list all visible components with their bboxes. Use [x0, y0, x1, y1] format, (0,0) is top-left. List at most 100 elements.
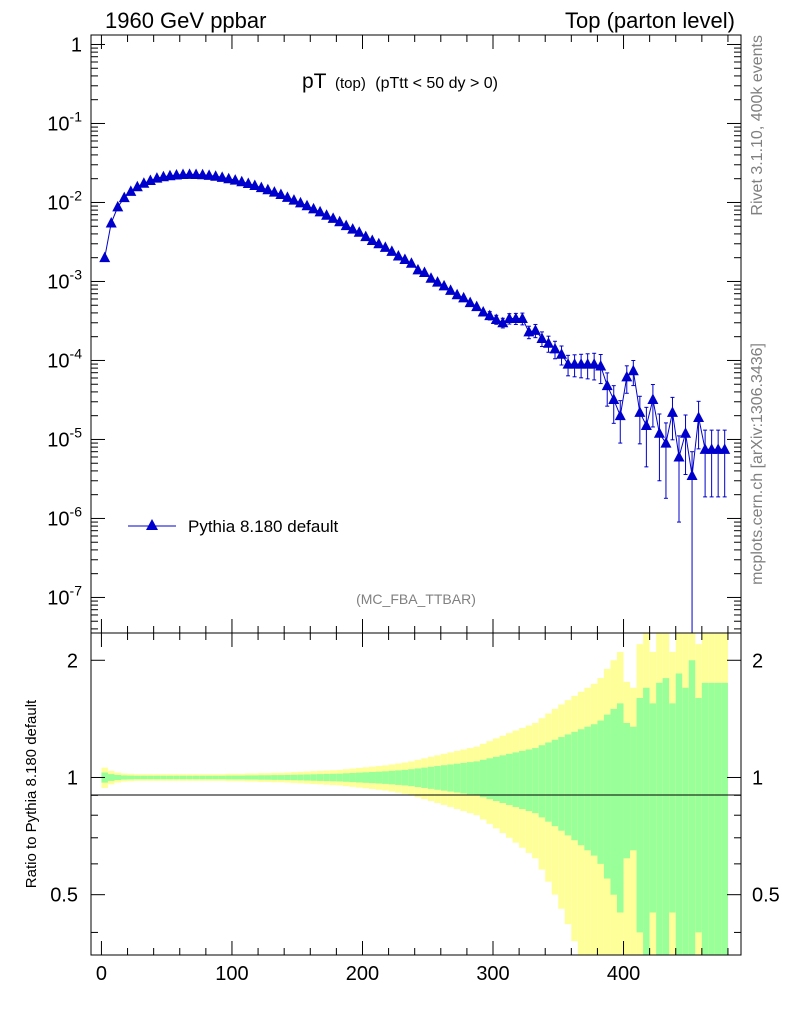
legend-marker — [146, 519, 158, 530]
ratio-tick-label-right: 1 — [752, 767, 763, 789]
data-point — [621, 370, 633, 382]
ratio-band-inner — [290, 774, 298, 781]
ratio-band-inner — [245, 775, 252, 780]
data-point — [379, 241, 391, 252]
y-tick-label: 10-7 — [47, 582, 82, 609]
ratio-band-inner — [603, 714, 611, 879]
ratio-band-inner — [303, 774, 311, 781]
ratio-band-inner — [355, 772, 363, 783]
side-rivet: Rivet 3.1.10, 400k events — [749, 35, 766, 216]
ratio-band-inner — [714, 682, 722, 955]
data-point — [294, 196, 306, 208]
ratio-band-inner — [212, 775, 219, 780]
data-point — [680, 427, 692, 438]
data-point — [334, 215, 346, 227]
title-main: pT — [302, 70, 327, 93]
ratio-band-inner — [160, 775, 167, 780]
ratio-band-inner — [571, 731, 578, 841]
ratio-band-inner — [636, 698, 644, 933]
ratio-band-inner — [558, 737, 565, 831]
data-point — [477, 306, 489, 317]
data-point — [451, 288, 463, 300]
data-point — [125, 185, 137, 196]
data-point — [118, 191, 130, 203]
data-point — [529, 324, 541, 335]
data-point — [497, 316, 509, 328]
main-frame — [90, 34, 742, 634]
ratio-band-inner — [140, 775, 148, 780]
ratio-band-inner — [179, 775, 187, 780]
ratio-band-inner — [688, 660, 696, 955]
ratio-band-inner — [551, 739, 559, 827]
data-point — [353, 226, 365, 237]
ratio-band-inner — [721, 682, 728, 955]
data-point — [327, 212, 339, 223]
ratio-band-inner — [369, 771, 376, 784]
ratio-frame — [90, 632, 742, 956]
data-point — [438, 279, 450, 291]
ratio-band-inner — [349, 772, 356, 783]
ratio-band-inner — [532, 748, 539, 814]
ratio-band-inner — [447, 764, 454, 792]
ratio-band-inner — [656, 682, 663, 955]
ratio-band-inner — [277, 775, 285, 780]
data-point — [223, 172, 235, 184]
data-point — [386, 245, 398, 256]
data-point — [255, 181, 267, 193]
ratio-band-inner — [114, 774, 122, 781]
data-point — [210, 170, 222, 181]
ratio-band-inner — [342, 773, 350, 782]
data-point — [229, 174, 241, 185]
data-point — [249, 179, 261, 190]
analysis-label: (MC_FBA_TTBAR) — [356, 591, 476, 607]
ratio-band-inner — [251, 775, 259, 780]
y-tick-label: 10-4 — [47, 345, 82, 372]
ratio-band-inner — [473, 761, 480, 796]
ratio-band-inner — [388, 770, 396, 785]
ratio-band-inner — [134, 775, 141, 780]
data-point — [131, 180, 143, 192]
data-point — [99, 251, 111, 263]
ratio-band-inner — [538, 745, 546, 818]
data-point — [138, 177, 150, 188]
y-tick-label: 10-3 — [47, 266, 82, 293]
data-point — [556, 348, 568, 359]
ratio-band-inner — [577, 729, 585, 846]
header-left: 1960 GeV ppbar — [105, 8, 266, 33]
data-point — [314, 205, 326, 217]
data-point — [242, 177, 254, 188]
data-point — [588, 358, 600, 369]
ratio-band-inner — [675, 673, 683, 955]
ratio-band-inner — [173, 775, 180, 780]
data-point — [484, 309, 496, 321]
data-point — [268, 186, 280, 197]
ratio-band-inner — [401, 769, 409, 786]
ratio-band-inner — [375, 771, 383, 784]
ratio-band-inner — [453, 763, 461, 793]
ratio-band-inner — [323, 773, 330, 782]
data-point — [405, 257, 417, 268]
data-point — [418, 266, 430, 277]
data-point — [549, 342, 561, 354]
data-point — [634, 406, 646, 417]
ratio-band-inner — [414, 768, 422, 788]
data-point — [301, 199, 313, 211]
ratio-band-inner — [205, 775, 213, 780]
main-series — [99, 168, 731, 633]
axis-ticks — [91, 35, 741, 955]
ratio-band-inner — [545, 742, 552, 822]
data-point — [216, 171, 228, 182]
ratio-band-inner — [271, 775, 278, 780]
ratio-band-inner — [519, 750, 526, 809]
ratio-band-inner — [408, 769, 415, 787]
ratio-band-inner — [421, 767, 428, 788]
data-point — [464, 296, 476, 308]
ratio-band-inner — [362, 772, 370, 783]
data-point — [640, 419, 652, 431]
data-point — [614, 409, 626, 421]
ratio-band-inner — [708, 682, 715, 955]
data-point — [471, 300, 483, 312]
plot-title: pT (top) (pTtt < 50 dy > 0) — [302, 70, 498, 93]
y-tick-label: 10-1 — [47, 108, 82, 135]
